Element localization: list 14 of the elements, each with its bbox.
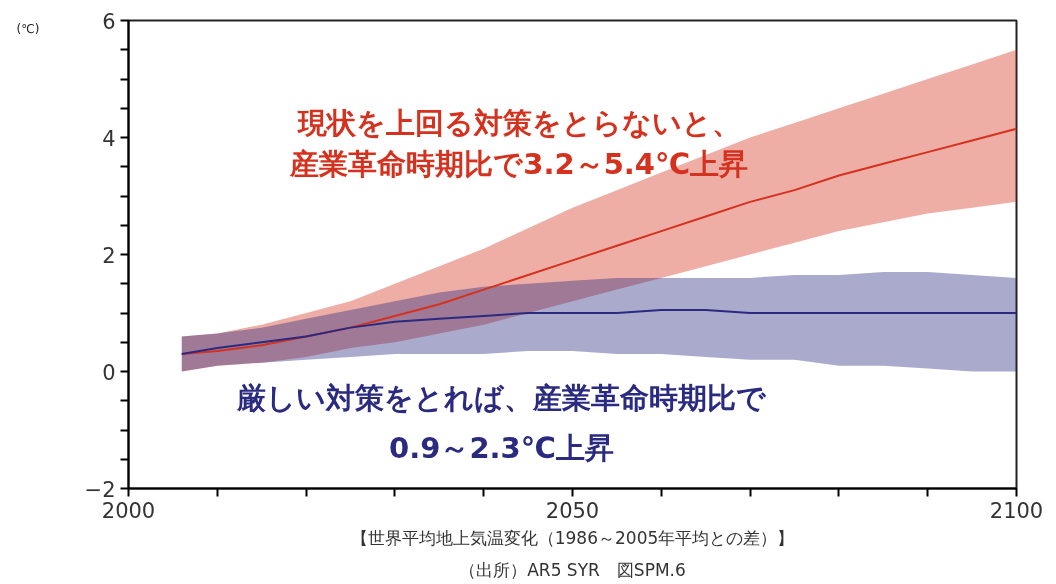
y-tick-label: 4	[102, 126, 116, 151]
y-axis-title: (℃)	[16, 21, 40, 36]
text: 【世界平均地上気温変化（1986～2005年平均との差）】	[350, 527, 795, 548]
line-series	[180, 309, 1017, 355]
y-tick-label: 0	[102, 360, 116, 385]
x-tick-label: 2100	[989, 498, 1044, 523]
annotation: 0.9～2.3℃上昇	[389, 430, 614, 465]
y-tick-label: 2	[102, 243, 116, 268]
annotation: 現状を上回る対策をとらないと、	[296, 105, 741, 140]
x-tick-label: 2050	[545, 498, 600, 523]
annotation: 厳しい対策をとれば、産業革命時期比で	[235, 380, 767, 415]
y-tick-label: 6	[102, 9, 116, 34]
text: （出所）AR5 SYR 図SPM.6	[459, 559, 686, 580]
annotation: 産業革命時期比で3.2～5.4℃上昇	[289, 146, 749, 181]
